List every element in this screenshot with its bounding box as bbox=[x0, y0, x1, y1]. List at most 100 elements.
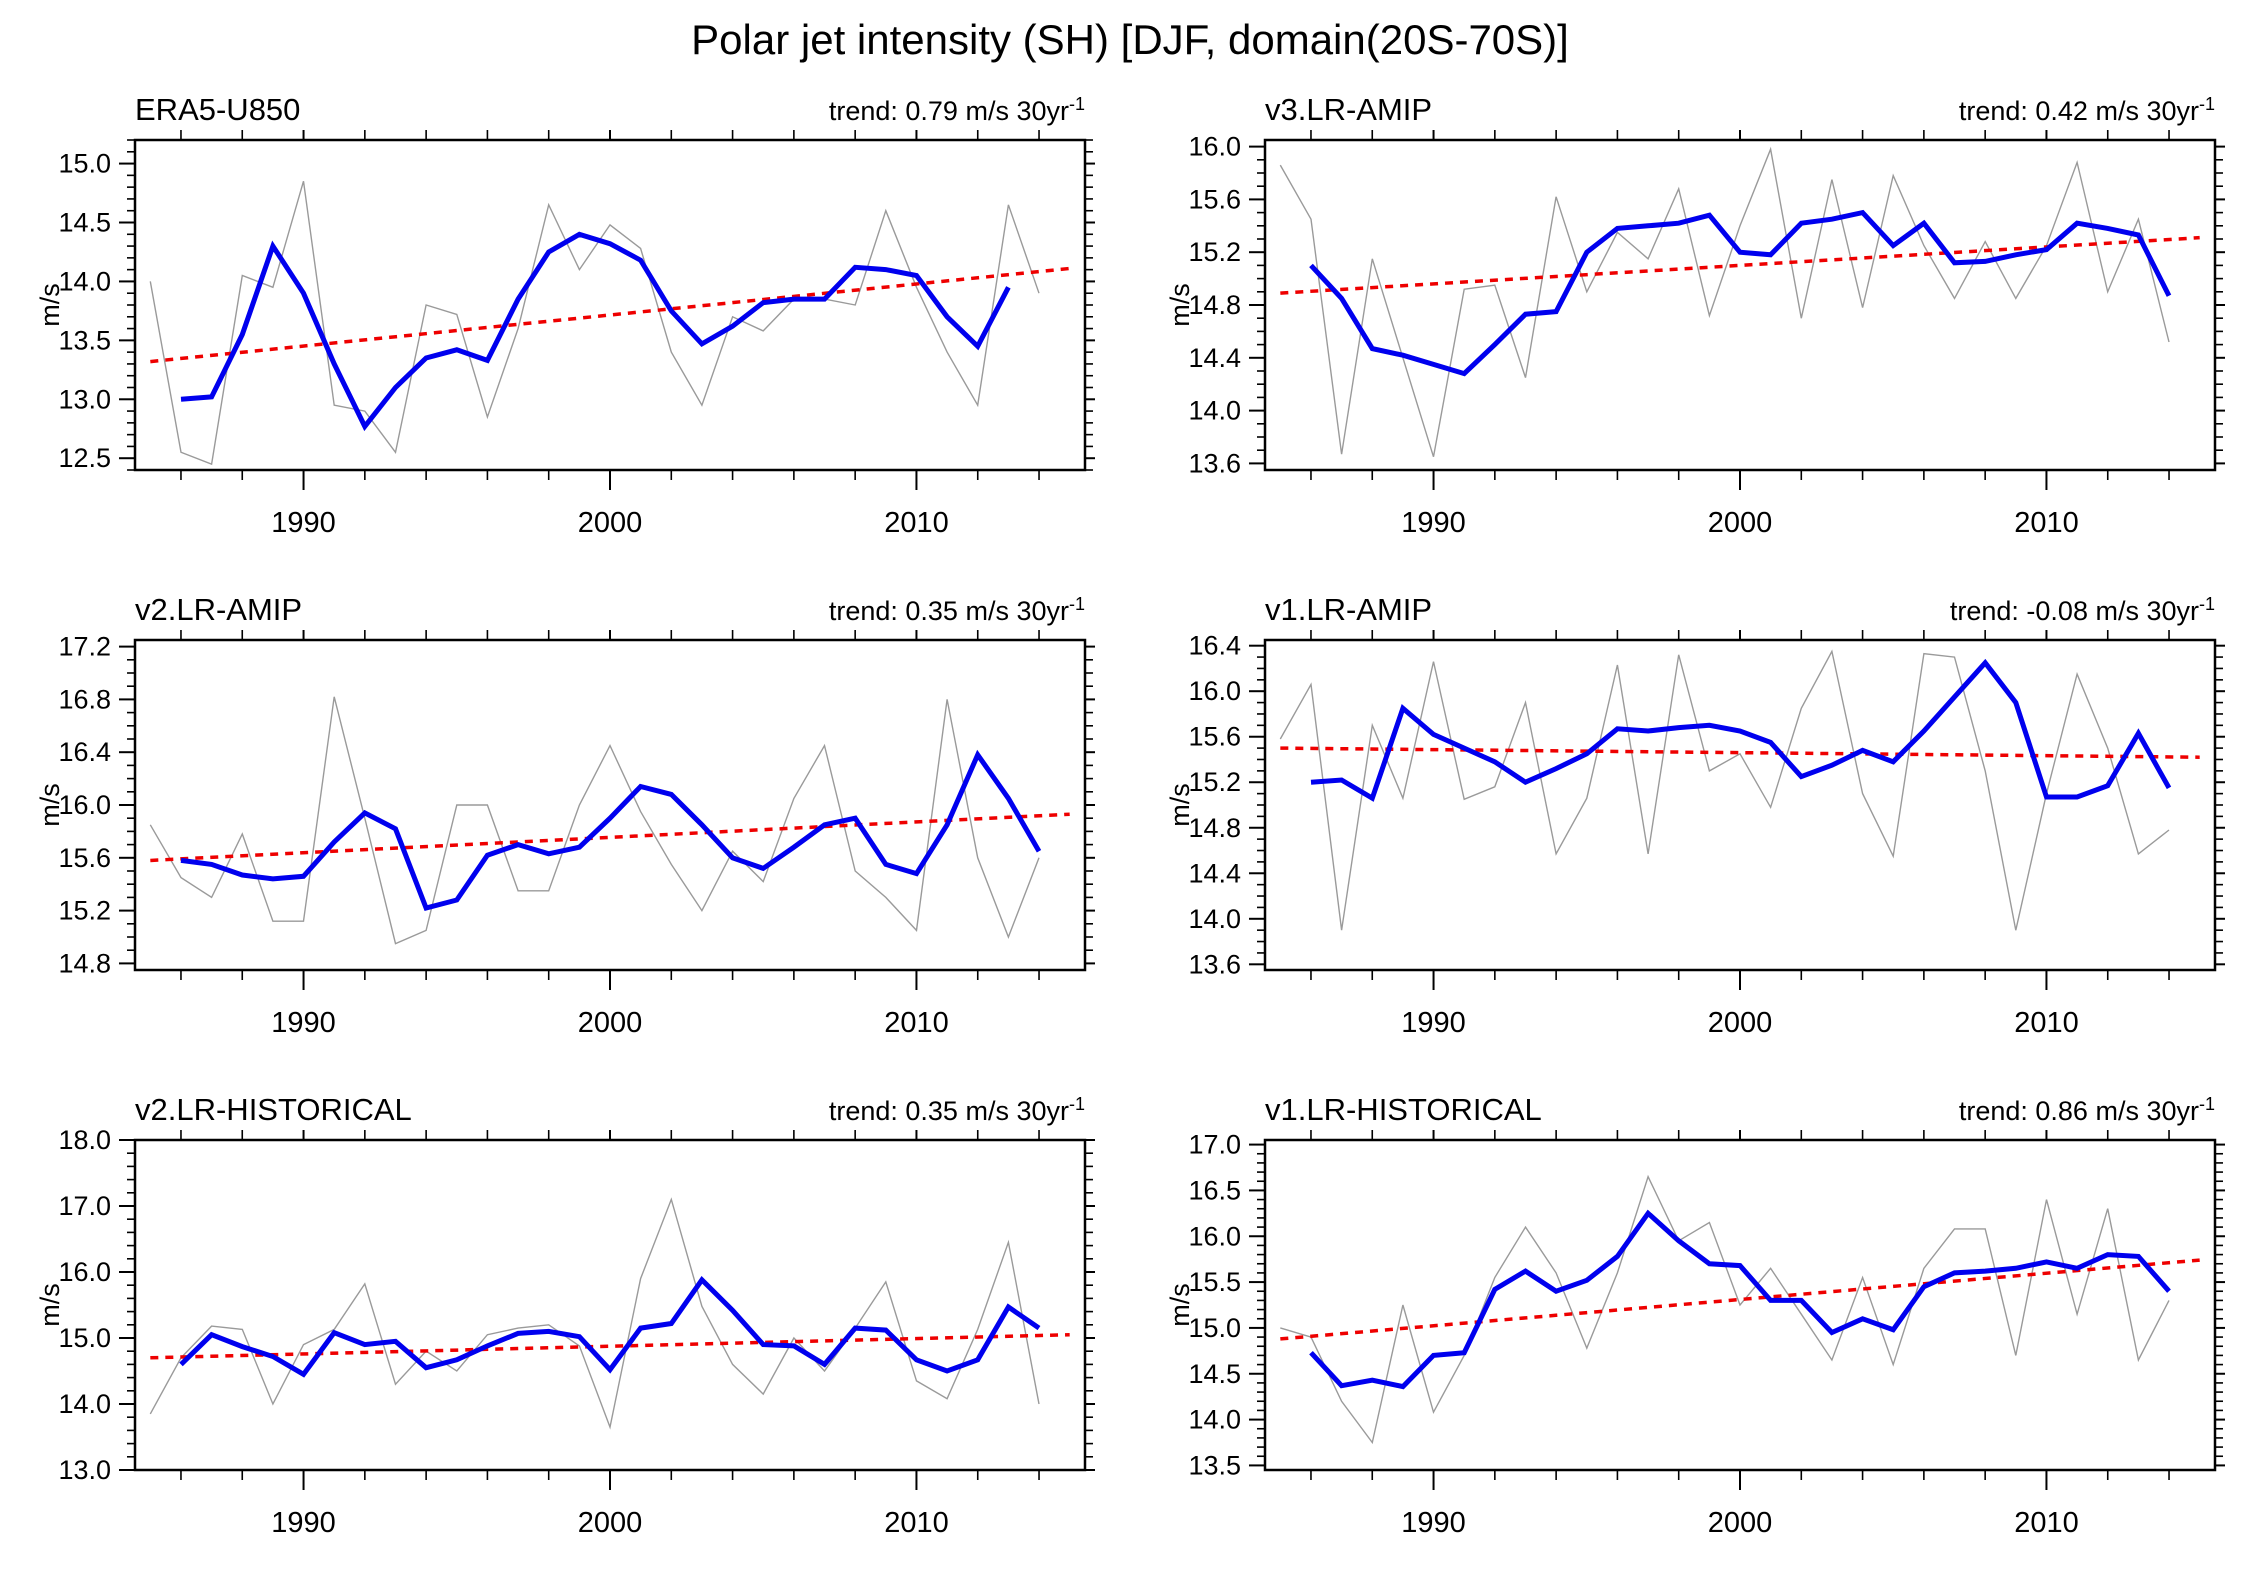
svg-text:16.0: 16.0 bbox=[58, 790, 111, 820]
svg-text:17.0: 17.0 bbox=[58, 1191, 111, 1221]
trend-superscript: -1 bbox=[2198, 94, 2215, 114]
svg-text:2010: 2010 bbox=[2014, 1507, 2079, 1539]
smoothed-series-line bbox=[180, 749, 1042, 911]
svg-text:15.0: 15.0 bbox=[58, 149, 111, 179]
smoothed-series-line bbox=[180, 231, 1011, 432]
trend-line bbox=[1280, 235, 2200, 295]
svg-text:13.0: 13.0 bbox=[58, 1455, 111, 1485]
trend-annotation: trend: 0.35 m/s 30yr-1 bbox=[829, 594, 1085, 627]
plot-area: 13.6 14.0 14.4 14.8 15.2 15.6 16.0 16.4 1990 2000… bbox=[1165, 630, 2225, 1039]
svg-text:1990: 1990 bbox=[1401, 507, 1466, 539]
svg-text:14.5: 14.5 bbox=[1188, 1359, 1241, 1389]
svg-text:16.0: 16.0 bbox=[1188, 1221, 1241, 1251]
trend-superscript: -1 bbox=[1068, 1094, 1085, 1114]
panel-header: v1.LR-HISTORICAL trend: 0.86 m/s 30yr-1 bbox=[1165, 1084, 2225, 1130]
svg-text:2010: 2010 bbox=[2014, 507, 2079, 539]
svg-text:16.0: 16.0 bbox=[1188, 676, 1241, 706]
trend-superscript: -1 bbox=[2198, 594, 2215, 614]
svg-text:2000: 2000 bbox=[578, 1007, 643, 1039]
svg-text:16.0: 16.0 bbox=[58, 1257, 111, 1287]
svg-text:14.5: 14.5 bbox=[58, 208, 111, 238]
svg-text:16.4: 16.4 bbox=[1188, 631, 1241, 661]
svg-text:2010: 2010 bbox=[884, 507, 949, 539]
svg-text:2000: 2000 bbox=[578, 507, 643, 539]
chart-panel-v3-lr-amip: v3.LR-AMIP trend: 0.42 m/s 30yr-1 13.6 14… bbox=[1165, 84, 2225, 544]
panel-title: v1.LR-AMIP bbox=[1265, 592, 1433, 627]
panel-grid: ERA5-U850 trend: 0.79 m/s 30yr-1 12.5 13.… bbox=[0, 78, 2260, 1544]
y-axis-label: m/s bbox=[1165, 783, 1195, 827]
trend-line bbox=[150, 812, 1070, 863]
svg-text:16.4: 16.4 bbox=[58, 737, 111, 767]
plot-area: 12.5 13.0 13.5 14.0 14.5 15.0 1990 2000 2010 m/s bbox=[35, 130, 1095, 539]
svg-text:15.6: 15.6 bbox=[1188, 184, 1241, 214]
svg-text:14.4: 14.4 bbox=[1188, 858, 1241, 888]
plot-area: 13.0 14.0 15.0 16.0 17.0 18.0 1990 2000 2010 m/s bbox=[35, 1130, 1095, 1539]
svg-text:16.0: 16.0 bbox=[1188, 132, 1241, 162]
trend-annotation: trend: 0.86 m/s 30yr-1 bbox=[1959, 1094, 2215, 1127]
trend-text: trend: 0.86 m/s 30yr bbox=[1958, 1096, 2199, 1126]
trend-superscript: -1 bbox=[1068, 94, 1085, 114]
panel-header: ERA5-U850 trend: 0.79 m/s 30yr-1 bbox=[35, 84, 1095, 130]
figure-title: Polar jet intensity (SH) [DJF, domain(20… bbox=[691, 16, 1569, 63]
svg-text:15.6: 15.6 bbox=[58, 843, 111, 873]
svg-text:2000: 2000 bbox=[1708, 1007, 1773, 1039]
svg-text:14.0: 14.0 bbox=[58, 1389, 111, 1419]
panel-title: v2.LR-HISTORICAL bbox=[135, 1092, 412, 1127]
smoothed-series-line bbox=[1309, 209, 2172, 377]
svg-text:14.0: 14.0 bbox=[1188, 1405, 1241, 1435]
trend-line bbox=[1280, 746, 2200, 759]
panel-title: v2.LR-AMIP bbox=[135, 592, 303, 627]
y-axis-label: m/s bbox=[1165, 283, 1195, 327]
svg-text:14.0: 14.0 bbox=[1188, 396, 1241, 426]
chart-panel-v2-lr-historical: v2.LR-HISTORICAL trend: 0.35 m/s 30yr-1 … bbox=[35, 1084, 1095, 1544]
chart-panel-v1-lr-amip: v1.LR-AMIP trend: -0.08 m/s 30yr-1 13.6 1… bbox=[1165, 584, 2225, 1044]
smoothed-series-line bbox=[1309, 1209, 2171, 1390]
svg-text:14.4: 14.4 bbox=[1188, 343, 1241, 373]
svg-text:15.0: 15.0 bbox=[1188, 1313, 1241, 1343]
panel-header: v2.LR-HISTORICAL trend: 0.35 m/s 30yr-1 bbox=[35, 1084, 1095, 1130]
annual-series-line bbox=[1280, 1174, 2170, 1445]
plot-area: 13.6 14.0 14.4 14.8 15.2 15.6 16.0 1990 2000 2010… bbox=[1165, 130, 2225, 539]
chart-panel-v1-lr-historical: v1.LR-HISTORICAL trend: 0.86 m/s 30yr-1 … bbox=[1165, 1084, 2225, 1544]
annual-series-line bbox=[149, 181, 1040, 466]
svg-text:13.6: 13.6 bbox=[1188, 448, 1241, 478]
plot-area: 13.5 14.0 14.5 15.0 15.5 16.0 16.5 17.0 1990 2000… bbox=[1165, 1130, 2225, 1539]
trend-annotation: trend: 0.35 m/s 30yr-1 bbox=[829, 1094, 1085, 1127]
panel-title: v1.LR-HISTORICAL bbox=[1265, 1092, 1542, 1127]
svg-text:1990: 1990 bbox=[1401, 1007, 1466, 1039]
svg-text:2000: 2000 bbox=[1708, 507, 1773, 539]
svg-text:17.0: 17.0 bbox=[1188, 1130, 1241, 1160]
trend-annotation: trend: 0.79 m/s 30yr-1 bbox=[829, 94, 1085, 127]
svg-text:15.6: 15.6 bbox=[1188, 722, 1241, 752]
trend-superscript: -1 bbox=[1068, 594, 1085, 614]
trend-line bbox=[1280, 1258, 2200, 1341]
trend-text: trend: 0.79 m/s 30yr bbox=[828, 96, 1069, 126]
smoothed-series-line bbox=[1310, 658, 2172, 802]
svg-text:14.8: 14.8 bbox=[58, 948, 111, 978]
trend-annotation: trend: 0.42 m/s 30yr-1 bbox=[1959, 94, 2215, 127]
svg-text:2000: 2000 bbox=[578, 1507, 643, 1539]
chart-panel-v2-lr-amip: v2.LR-AMIP trend: 0.35 m/s 30yr-1 14.8 15… bbox=[35, 584, 1095, 1044]
panel-title: v3.LR-AMIP bbox=[1265, 92, 1433, 127]
svg-text:15.2: 15.2 bbox=[1188, 237, 1241, 267]
svg-text:14.8: 14.8 bbox=[1188, 813, 1241, 843]
panel-title: ERA5-U850 bbox=[135, 92, 301, 127]
svg-text:12.5: 12.5 bbox=[58, 443, 111, 473]
svg-text:14.8: 14.8 bbox=[1188, 290, 1241, 320]
svg-text:1990: 1990 bbox=[1401, 1507, 1466, 1539]
svg-text:13.5: 13.5 bbox=[58, 325, 111, 355]
svg-text:15.2: 15.2 bbox=[58, 896, 111, 926]
svg-text:18.0: 18.0 bbox=[58, 1130, 111, 1155]
svg-text:2010: 2010 bbox=[884, 1007, 949, 1039]
annual-series-line bbox=[1279, 146, 2170, 458]
trend-annotation: trend: -0.08 m/s 30yr-1 bbox=[1950, 594, 2215, 627]
trend-superscript: -1 bbox=[2198, 1094, 2215, 1114]
trend-line bbox=[150, 1332, 1070, 1360]
y-axis-label: m/s bbox=[35, 783, 65, 827]
annual-series-line bbox=[1279, 649, 2170, 931]
y-axis-label: m/s bbox=[35, 283, 65, 327]
svg-text:13.6: 13.6 bbox=[1188, 949, 1241, 979]
svg-text:2010: 2010 bbox=[884, 1507, 949, 1539]
svg-text:2000: 2000 bbox=[1708, 1507, 1773, 1539]
svg-text:16.5: 16.5 bbox=[1188, 1175, 1241, 1205]
